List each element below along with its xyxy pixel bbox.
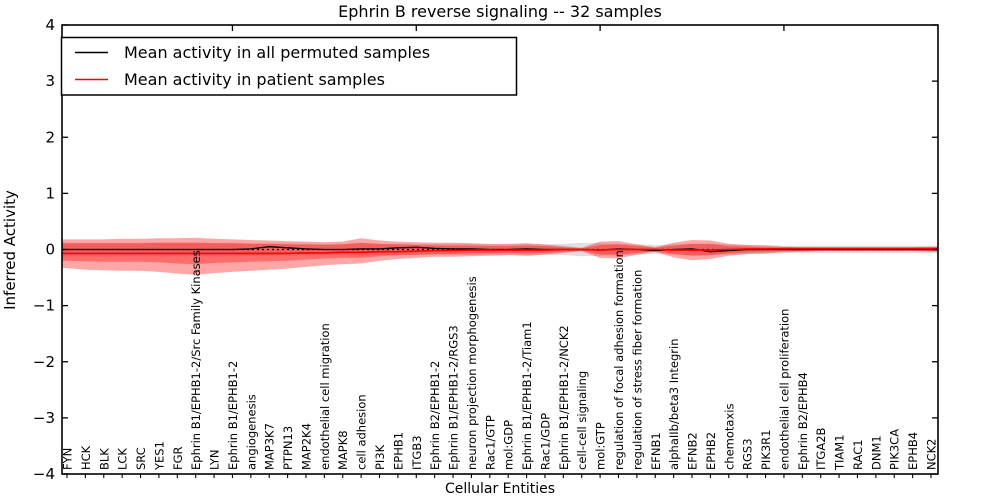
chart-title: Ephrin B reverse signaling -- 32 samples bbox=[338, 2, 662, 21]
x-category-label: LCK bbox=[116, 448, 130, 470]
y-axis-label: Inferred Activity bbox=[1, 190, 19, 310]
x-category-label: mol:GDP bbox=[502, 420, 516, 470]
x-category-label: MAPK8 bbox=[336, 430, 350, 470]
x-category-label: MAP3K7 bbox=[263, 423, 277, 470]
x-category-label: EFNB2 bbox=[686, 432, 700, 470]
x-category-label: Rac1/GDP bbox=[539, 413, 553, 470]
x-category-label: NCK2 bbox=[925, 439, 939, 471]
x-category-label: mol:GTP bbox=[594, 422, 608, 470]
x-category-label: Ephrin B1/EPHB1-2/Tiam1 bbox=[520, 321, 534, 470]
x-category-label: endothelial cell migration bbox=[318, 323, 332, 470]
x-category-label: regulation of stress fiber formation bbox=[630, 270, 644, 470]
x-category-label: DNM1 bbox=[869, 435, 883, 470]
x-category-label: cell-cell signaling bbox=[575, 371, 589, 470]
x-category-label: SRC bbox=[134, 447, 148, 470]
x-category-label: Ephrin B1/EPHB1-2/NCK2 bbox=[557, 325, 571, 470]
legend: Mean activity in all permuted samples Me… bbox=[60, 36, 518, 96]
plot-frame bbox=[61, 24, 939, 475]
x-category-label: Ephrin B2/EPHB1-2 bbox=[428, 361, 442, 470]
y-tick-label: −1 bbox=[33, 297, 55, 315]
y-tick-label: −4 bbox=[33, 465, 55, 483]
x-category-label: Ephrin B1/EPHB1-2/Src Family Kinases bbox=[189, 250, 203, 470]
x-category-label: PTPN13 bbox=[281, 426, 295, 470]
x-category-label: PIK3CA bbox=[888, 429, 902, 470]
x-category-label: BLK bbox=[97, 448, 111, 470]
x-category-label: YES1 bbox=[152, 441, 166, 471]
y-tick-label: 0 bbox=[45, 241, 55, 259]
patient-band-inner bbox=[62, 242, 938, 265]
x-category-label: FGR bbox=[171, 446, 185, 470]
x-category-label: alphaIIb/beta3 Integrin bbox=[667, 338, 681, 470]
x-category-label: EPHB4 bbox=[906, 432, 920, 470]
x-category-label: ITGA2B bbox=[814, 427, 828, 470]
y-tick-label: −3 bbox=[33, 409, 55, 427]
x-category-label: cell adhesion bbox=[355, 394, 369, 470]
plot-area: 4 3 2 1 0 −1 −2 −3 −4 FYN HCK BLK LCK SRC YES1 FGR Ephri… bbox=[33, 16, 939, 483]
x-category-label: Rac1/GTP bbox=[483, 415, 497, 470]
x-category-label: Ephrin B2/EPHB4 bbox=[796, 372, 810, 470]
x-category-label: FYN bbox=[61, 448, 75, 470]
y-tick-label: 1 bbox=[45, 184, 55, 202]
y-tick-label: 4 bbox=[45, 16, 55, 34]
patient-mean-line bbox=[62, 247, 938, 255]
legend-box bbox=[60, 36, 518, 96]
x-category-label: angiogenesis bbox=[244, 394, 258, 470]
x-category-label: LYN bbox=[208, 449, 222, 470]
x-category-label: PI3K bbox=[373, 444, 387, 470]
x-category-label: EFNB1 bbox=[649, 432, 663, 470]
x-category-label: regulation of focal adhesion formation bbox=[612, 250, 626, 470]
x-category-label: Ephrin B1/EPHB1-2 bbox=[226, 361, 240, 470]
x-category-label: Ephrin B1/EPHB1-2/RGS3 bbox=[447, 325, 461, 470]
legend-label-patient: Mean activity in patient samples bbox=[124, 70, 385, 89]
y-tick-label: −2 bbox=[33, 353, 55, 371]
x-axis-label: Cellular Entities bbox=[445, 481, 555, 497]
y-tick-label: 2 bbox=[45, 128, 55, 146]
x-category-label: RGS3 bbox=[741, 438, 755, 470]
x-category-label: chemotaxis bbox=[722, 404, 736, 470]
x-category-label: neuron projection morphogenesis bbox=[465, 276, 479, 470]
x-category-label: EPHB2 bbox=[704, 432, 718, 470]
legend-label-permuted: Mean activity in all permuted samples bbox=[124, 43, 430, 62]
x-category-label: ITGB3 bbox=[410, 435, 424, 470]
x-category-label: EPHB1 bbox=[391, 432, 405, 470]
x-category-label: TIAM1 bbox=[833, 434, 847, 471]
x-category-label: RAC1 bbox=[851, 439, 865, 470]
x-category-label: endothelial cell proliferation bbox=[777, 309, 791, 470]
y-tick-label: 3 bbox=[45, 72, 55, 90]
x-category-label: HCK bbox=[79, 445, 93, 470]
x-category-label: PIK3R1 bbox=[759, 430, 773, 471]
x-category-label: MAP2K4 bbox=[300, 423, 314, 470]
